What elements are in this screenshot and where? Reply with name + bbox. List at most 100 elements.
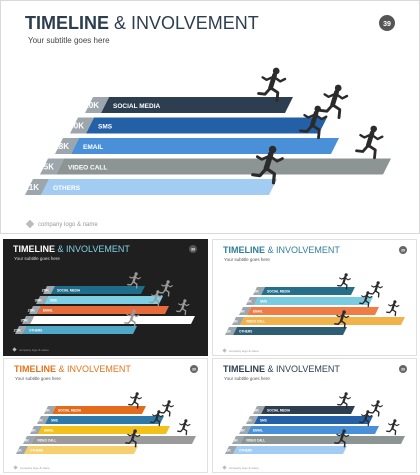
runners-group — [251, 67, 384, 185]
row-label: SMS — [260, 419, 267, 423]
timeline-row: 35K VIDEO CALL — [21, 316, 195, 324]
row-bar — [261, 287, 355, 295]
timeline-row: 21K OTHERS — [24, 179, 277, 195]
slide-title: TIMELINE & INVOLVEMENT — [25, 13, 259, 33]
row-bar — [56, 158, 391, 175]
row-value: 30K — [36, 418, 43, 423]
title-rest: & INVOLVEMENT — [109, 13, 259, 33]
runner-icon — [359, 291, 373, 308]
thumbnail-subtitle: Your subtitle goes here — [15, 376, 61, 381]
timeline-rows: 20K SOCIAL MEDIA 30K SMS 28K EMAIL 35K VIDEO CA… — [224, 287, 405, 335]
row-label: OTHERS — [53, 185, 81, 192]
thumbnail-title: TIMELINE & INVOLVEMENT — [13, 244, 130, 254]
page-number: 39 — [191, 248, 195, 252]
timeline-row: 20K SOCIAL MEDIA — [42, 286, 145, 294]
thumbnail-title-bold: TIMELINE — [14, 364, 56, 374]
timeline-row: 20K SOCIAL MEDIA — [84, 97, 293, 113]
row-label: EMAIL — [43, 309, 53, 313]
timeline-row: 30K SMS — [245, 297, 373, 305]
page-number-badge — [399, 365, 407, 373]
page-number-badge — [189, 245, 197, 253]
thumbnail-subtitle: Your subtitle goes here — [224, 376, 270, 381]
value-tab — [225, 446, 237, 454]
row-value: 20K — [42, 288, 49, 293]
runner-icon — [359, 410, 373, 427]
runner-icon — [124, 309, 140, 328]
row-value: 21K — [24, 183, 39, 192]
runner-icon — [127, 272, 141, 289]
timeline-row: 30K SMS — [245, 416, 373, 424]
runner-icon — [257, 67, 287, 103]
row-bar — [86, 117, 327, 134]
row-value: 28K — [238, 309, 245, 314]
logo-text: company logo & name — [229, 466, 259, 470]
runners-group — [334, 273, 400, 329]
value-tab — [43, 286, 55, 294]
value-tab — [225, 327, 237, 335]
runner-icon — [177, 419, 191, 436]
row-label: SOCIAL MEDIA — [58, 409, 82, 413]
thumbnail-dark-theme[interactable]: TIMELINE & INVOLVEMENT Your subtitle goes… — [3, 239, 208, 356]
row-bar — [24, 446, 138, 454]
row-value: 20K — [84, 101, 99, 110]
value-tab — [30, 426, 42, 434]
thumbnail-canvas: TIMELINE & INVOLVEMENT Your subtitle goes… — [3, 239, 208, 356]
runner-icon — [386, 419, 400, 436]
value-tab — [15, 326, 27, 334]
runner-icon — [176, 299, 190, 316]
logo-mark — [25, 219, 35, 229]
row-value: 30K — [35, 298, 42, 303]
main-slide[interactable]: TIMELINE & INVOLVEMENT Your subtitle goe… — [0, 0, 420, 234]
runner-icon — [337, 273, 351, 290]
row-value: 30K — [245, 418, 252, 423]
timeline-rows: 20K SOCIAL MEDIA 30K SMS 28K EMAIL 35K VIDEO CA… — [14, 286, 195, 334]
row-bar — [52, 406, 146, 414]
row-bar — [31, 436, 196, 444]
row-value: 35K — [21, 318, 28, 323]
row-label: SOCIAL MEDIA — [57, 289, 81, 293]
timeline-row: 30K SMS — [36, 416, 164, 424]
timeline-row: 20K SOCIAL MEDIA — [43, 406, 146, 414]
runner-icon — [369, 281, 383, 298]
row-bar — [37, 306, 169, 314]
runner-icon — [150, 410, 164, 427]
row-label: SMS — [98, 124, 113, 131]
row-value: 30K — [245, 299, 252, 304]
value-tab — [85, 97, 109, 113]
value-tab — [37, 416, 49, 424]
timeline-row: 20K SOCIAL MEDIA — [252, 406, 355, 414]
runner-icon — [149, 290, 163, 307]
timeline-row: 28K EMAIL — [54, 138, 339, 154]
row-label: OTHERS — [239, 330, 252, 334]
logo-text: company logo & name — [229, 349, 259, 353]
runner-icon — [337, 392, 351, 409]
slide-subtitle: Your subtitle goes here — [28, 36, 110, 45]
thumbnail-title-bold: TIMELINE — [13, 244, 55, 254]
value-tab — [36, 296, 48, 304]
thumbnail-orange-theme[interactable]: TIMELINE & INVOLVEMENT Your subtitle goes… — [3, 358, 208, 473]
row-bar — [41, 179, 277, 195]
timeline-rows: 20K SOCIAL MEDIA 30K SMS 28K EMAIL 35K VIDEO CA… — [24, 97, 391, 195]
row-bar — [30, 316, 195, 324]
runner-icon — [369, 400, 383, 417]
row-bar — [254, 416, 373, 424]
row-bar — [233, 446, 347, 454]
thumbnail-canvas: TIMELINE & INVOLVEMENT Your subtitle goes… — [4, 359, 207, 472]
logo-text: company logo & name — [19, 348, 49, 352]
row-value: 35K — [22, 438, 29, 443]
value-tab — [16, 446, 28, 454]
thumbnail-teal-theme[interactable]: TIMELINE & INVOLVEMENT Your subtitle goes… — [212, 239, 417, 356]
timeline-row: 28K EMAIL — [29, 426, 170, 434]
timeline-row: 21K OTHERS — [224, 446, 347, 454]
value-tab — [40, 158, 64, 175]
thumbnail-blue-theme[interactable]: TIMELINE & INVOLVEMENT Your subtitle goes… — [212, 358, 417, 473]
value-tab — [23, 436, 35, 444]
runner-icon — [355, 125, 384, 160]
row-label: VIDEO CALL — [36, 319, 55, 323]
thumbnail-title: TIMELINE & INVOLVEMENT — [223, 245, 340, 255]
runner-icon — [334, 429, 350, 448]
row-label: SOCIAL MEDIA — [113, 103, 160, 110]
timeline-row: 28K EMAIL — [238, 307, 379, 315]
row-value: 20K — [43, 408, 50, 413]
row-value: 20K — [252, 289, 259, 294]
